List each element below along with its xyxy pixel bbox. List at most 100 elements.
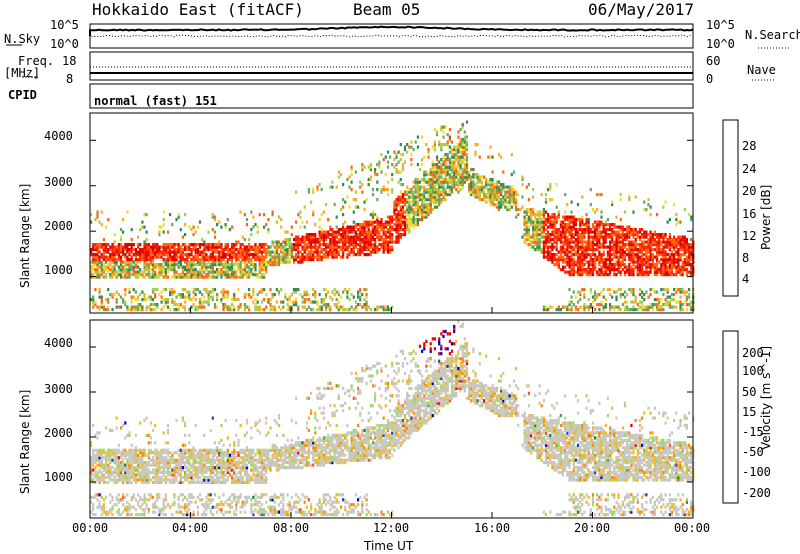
power-cell <box>280 225 283 229</box>
power-cell <box>348 240 351 244</box>
power-cell <box>600 265 603 269</box>
power-cell <box>506 190 509 194</box>
power-cell <box>299 255 302 259</box>
power-cell <box>685 240 688 244</box>
power-cell <box>476 193 479 197</box>
power-cell <box>446 133 449 137</box>
power-cell <box>318 240 321 244</box>
power-cell <box>576 233 580 237</box>
power-cell <box>295 245 298 249</box>
power-cell <box>410 223 413 227</box>
power-cell <box>139 273 142 277</box>
power-cell <box>211 260 214 264</box>
power-cell <box>192 295 195 299</box>
power-cell <box>382 305 385 309</box>
power-cell <box>600 243 603 247</box>
power-cell <box>562 260 565 264</box>
power-cell <box>109 255 112 259</box>
power-cell <box>555 230 558 234</box>
power-cell <box>412 225 415 229</box>
velocity-cell <box>137 461 140 465</box>
power-cell <box>267 248 270 252</box>
velocity-cell <box>141 470 144 475</box>
power-cell <box>245 245 249 249</box>
power-cell <box>611 235 614 239</box>
power-cell <box>173 273 176 277</box>
power-cell <box>591 250 595 254</box>
power-cell <box>190 263 193 267</box>
power-cell <box>226 305 229 309</box>
power-cell <box>562 245 565 249</box>
power-cell <box>547 240 550 244</box>
power-cell <box>596 255 599 259</box>
power-cell <box>389 245 392 249</box>
power-cell <box>284 230 287 234</box>
velocity-cell <box>122 503 125 507</box>
power-cell <box>557 255 560 259</box>
power-cell <box>538 223 541 227</box>
power-cell <box>213 248 217 252</box>
power-cell <box>166 263 170 267</box>
power-cell <box>260 258 263 262</box>
power-cell <box>203 295 206 299</box>
power-cell <box>690 308 693 312</box>
power-cell <box>171 268 174 272</box>
power-cell <box>660 298 663 302</box>
power-cell <box>137 295 140 299</box>
power-cell <box>198 260 202 264</box>
velocity-cell <box>139 463 142 467</box>
power-cell <box>92 263 95 267</box>
power-cell <box>668 255 671 259</box>
power-cell <box>634 248 637 252</box>
power-cell <box>675 265 678 269</box>
power-cell <box>130 258 133 262</box>
power-cell <box>651 253 654 257</box>
power-cell <box>649 233 652 237</box>
velocity-cell <box>92 478 95 482</box>
power-cell <box>181 270 184 274</box>
power-cell <box>316 188 319 192</box>
power-cell <box>403 228 407 232</box>
power-cell <box>318 245 321 249</box>
power-cell <box>427 203 430 207</box>
power-cell <box>431 185 434 189</box>
power-cell <box>254 245 257 249</box>
power-cell <box>109 253 112 257</box>
power-cell <box>621 230 624 234</box>
power-cell <box>525 218 528 222</box>
power-cell <box>414 213 417 217</box>
power-cell <box>209 255 212 259</box>
power-cell <box>681 253 684 257</box>
power-cell <box>137 303 140 307</box>
power-cell <box>615 243 618 247</box>
power-cell <box>320 213 323 217</box>
power-cell <box>395 228 398 232</box>
power-cell <box>421 218 424 222</box>
power-cell <box>359 238 362 242</box>
power-cell <box>314 243 317 247</box>
power-cell <box>414 205 417 209</box>
power-cell <box>638 243 642 247</box>
power-cell <box>395 215 398 219</box>
power-cell <box>453 185 456 189</box>
power-cell <box>335 248 338 252</box>
power-cell <box>100 210 103 214</box>
power-cell <box>542 230 545 234</box>
power-cell <box>237 298 240 302</box>
power-cell <box>269 250 272 254</box>
power-cell <box>579 268 582 272</box>
velocity-cell <box>92 453 95 457</box>
power-cell <box>538 215 541 219</box>
power-cell <box>322 210 325 214</box>
velocity-cell <box>117 508 120 512</box>
power-cell <box>410 220 413 224</box>
power-cell <box>448 160 451 164</box>
velocity-cell <box>132 475 135 480</box>
power-cell <box>596 220 599 224</box>
power-cell <box>645 250 648 254</box>
power-cell <box>280 260 283 264</box>
power-cell <box>224 263 227 267</box>
power-cell <box>647 250 650 254</box>
power-cell <box>638 305 642 309</box>
power-cell <box>579 235 582 239</box>
